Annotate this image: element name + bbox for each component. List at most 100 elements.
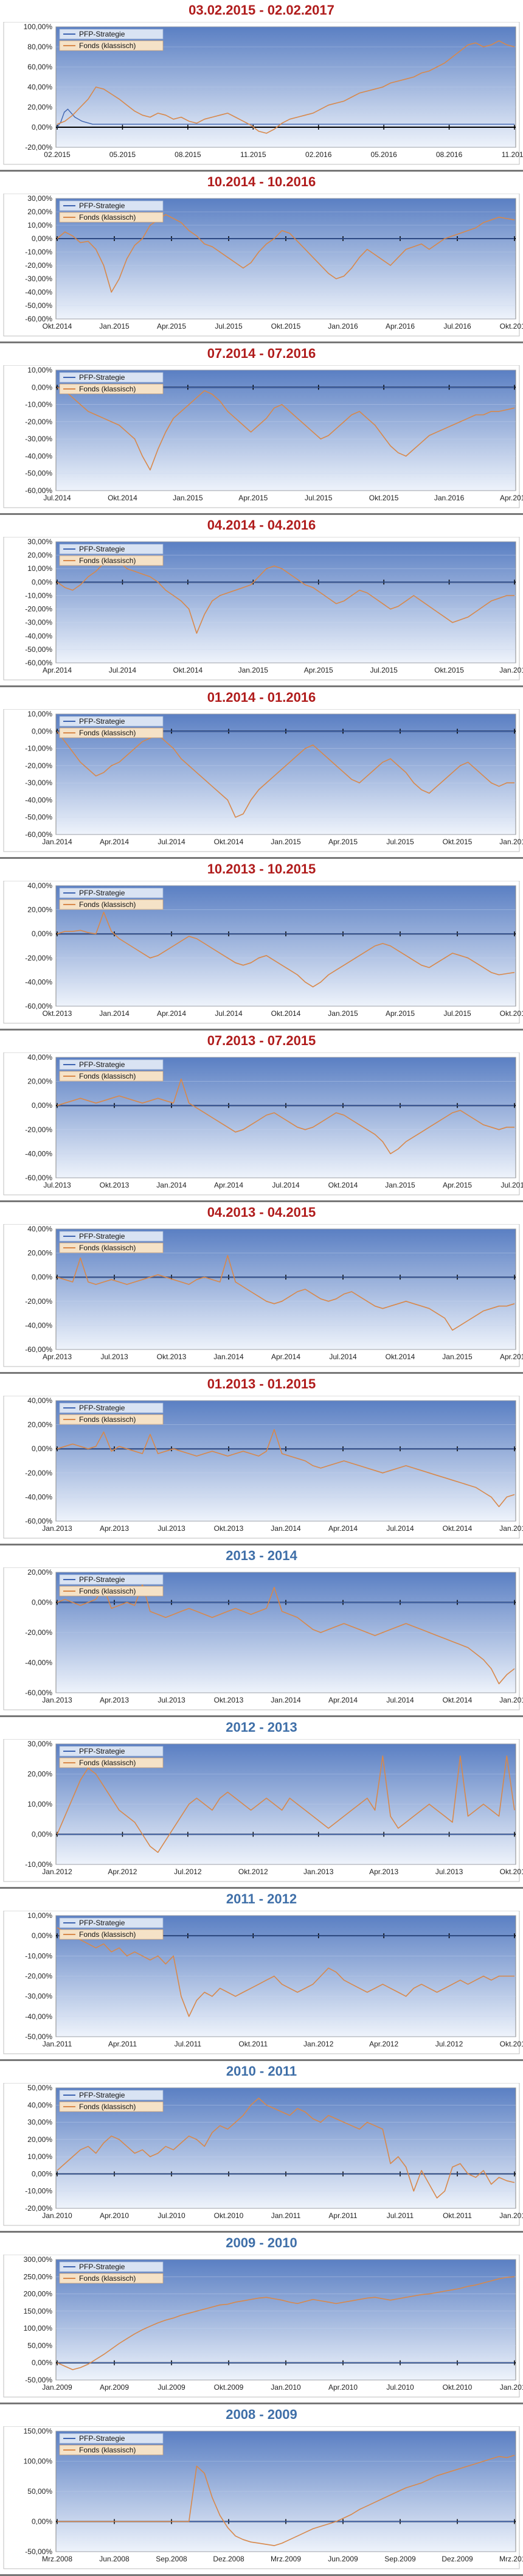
chart-title: 2010 - 2011 — [226, 2063, 297, 2079]
y-tick-label: -20,00% — [25, 2204, 52, 2213]
y-tick-label: -50,00% — [25, 2547, 52, 2556]
legend-box-strategy — [59, 1402, 164, 1413]
y-tick-label: -40,00% — [25, 1321, 52, 1329]
x-tick-label: Jul.2014 — [386, 1696, 414, 1704]
panel-divider — [0, 2059, 523, 2061]
x-tick-label: Jan.2014 — [156, 1181, 187, 1189]
x-tick-label: Apr.2012 — [369, 2040, 398, 2048]
x-tick-label: Jul.2011 — [387, 2211, 414, 2220]
x-tick-label: Jan.2016 — [434, 494, 465, 502]
x-tick-label: Apr.2015 — [304, 666, 333, 674]
x-tick-label: Apr.2012 — [108, 1867, 137, 1876]
x-tick-label: Okt.2011 — [238, 2040, 268, 2048]
x-tick-label: Apr.2014 — [214, 1181, 243, 1189]
chart-title: 01.2013 - 01.2015 — [207, 1376, 316, 1391]
x-tick-label: Okt.2014 — [328, 1181, 358, 1189]
x-tick-label: Jan.2015 — [499, 1696, 523, 1704]
chart-title: 2009 - 2010 — [226, 2235, 297, 2250]
y-tick-label: 10,00% — [27, 564, 52, 573]
x-tick-label: Jan.2016 — [499, 666, 523, 674]
legend: PFP-Strategie Fonds (klassisch) — [59, 1231, 164, 1253]
legend: PFP-Strategie Fonds (klassisch) — [59, 716, 164, 738]
chart-svg: -60,00% -50,00% -40,00% -30,00% -20,00% -10,0… — [3, 194, 523, 337]
x-tick-label: Okt.2016 — [500, 322, 523, 331]
fund-series-line — [57, 1927, 514, 2017]
y-tick-label: 30,00% — [27, 537, 52, 546]
x-tick-label: Okt.2014 — [43, 322, 72, 331]
chart-panel: 03.02.2015 - 02.02.2017 -20,00% 0,00% 20,00… — [0, 0, 523, 172]
legend-box-strategy — [59, 200, 164, 211]
x-tick-label: Okt.2015 — [434, 666, 464, 674]
y-tick-label: 50,00% — [27, 2084, 52, 2092]
x-tick-label: Okt.2014 — [173, 666, 203, 674]
fund-series-line — [57, 40, 515, 134]
y-tick-label: -20,00% — [25, 605, 52, 614]
chart-panel: 10.2014 - 10.2016 -60,00% -50,00% -40,00% -3… — [0, 172, 523, 343]
chart-title: 04.2014 - 04.2016 — [207, 517, 316, 533]
x-tick-label: Apr.2014 — [157, 1009, 186, 1018]
chart-panel: 01.2013 - 01.2015 -60,00% -40,00% -20,00% 0,… — [0, 1374, 523, 1545]
y-tick-label: -60,00% — [25, 1174, 52, 1182]
legend-label-strategy: PFP-Strategie — [79, 2263, 125, 2271]
legend-box-fund — [59, 2101, 164, 2112]
x-tick-label: Jan.2015 — [442, 1353, 473, 1361]
legend: PFP-Strategie Fonds (klassisch) — [59, 2433, 164, 2455]
x-tick-label: Jul.2015 — [443, 1009, 471, 1018]
chart-title: 2008 - 2009 — [226, 2407, 297, 2422]
y-tick-label: 40,00% — [27, 1396, 52, 1405]
x-tick-label: Okt.2013 — [500, 1867, 523, 1876]
x-tick-label: Jul.2015 — [386, 838, 414, 846]
legend-label-fund: Fonds (klassisch) — [79, 1072, 136, 1080]
y-tick-label: -10,00% — [25, 248, 52, 256]
x-tick-label: Mrz.2009 — [271, 2555, 301, 2563]
y-tick-label: -20,00% — [25, 1125, 52, 1134]
x-tick-label: 08.2016 — [436, 150, 463, 159]
x-tick-label: Jan.2011 — [500, 2383, 523, 2392]
y-tick-label: -10,00% — [25, 2187, 52, 2196]
x-tick-label: Jul.2009 — [158, 2383, 185, 2392]
y-tick-label: 10,00% — [27, 710, 52, 718]
panel-divider — [0, 341, 523, 343]
y-tick-label: 40,00% — [27, 1053, 52, 1062]
y-tick-label: 100,00% — [24, 23, 53, 31]
y-tick-label: 20,00% — [27, 1249, 52, 1258]
fund-series-line — [57, 1583, 515, 1684]
legend-box-fund — [59, 40, 164, 51]
legend-box-strategy — [59, 2261, 164, 2272]
y-tick-label: 100,00% — [24, 2324, 53, 2333]
legend: PFP-Strategie Fonds (klassisch) — [59, 1917, 164, 1940]
x-tick-label: Jan.2010 — [271, 2383, 301, 2392]
y-tick-label: 200,00% — [24, 2290, 53, 2298]
y-tick-label: 0,00% — [32, 1273, 52, 1281]
x-tick-label: Apr.2015 — [386, 1009, 415, 1018]
y-tick-label: -60,00% — [25, 1689, 52, 1697]
x-tick-label: Apr.2014 — [328, 1524, 358, 1533]
x-tick-label: Jul.2010 — [386, 2383, 414, 2392]
legend-label-strategy: PFP-Strategie — [79, 1919, 125, 1927]
x-tick-label: Apr.2011 — [108, 2040, 137, 2048]
x-tick-label: Jan.2016 — [499, 838, 523, 846]
legend: PFP-Strategie Fonds (klassisch) — [59, 2261, 164, 2284]
y-tick-label: -40,00% — [25, 452, 52, 460]
x-tick-label: Jul.2011 — [175, 2040, 202, 2048]
y-tick-label: 80,00% — [27, 43, 52, 51]
x-tick-label: 02.2015 — [44, 150, 71, 159]
x-tick-label: Jan.2013 — [42, 1696, 72, 1704]
chart-title: 2011 - 2012 — [226, 1891, 297, 1906]
x-tick-label: Jul.2013 — [43, 1181, 71, 1189]
x-tick-label: Jan.2012 — [42, 1867, 72, 1876]
x-tick-label: Jan.2015 — [271, 838, 301, 846]
x-tick-label: 08.2015 — [175, 150, 201, 159]
chart-panel: 07.2014 - 07.2016 -60,00% -50,00% -40,00% -3… — [0, 343, 523, 515]
legend-label-fund: Fonds (klassisch) — [79, 2446, 136, 2454]
x-tick-label: Okt.2010 — [443, 2383, 473, 2392]
panel-divider — [0, 1887, 523, 1889]
x-tick-label: Jul.2015 — [370, 666, 398, 674]
chart-panel: 2009 - 2010 -50,00% 0,00% 50,00% 100,00% 150,… — [0, 2233, 523, 2404]
chart-panel: 2008 - 2009 -50,00% 0,00% 50,00% 100,00% 150,… — [0, 2404, 523, 2576]
x-tick-label: Jul.2015 — [500, 1181, 523, 1189]
y-tick-label: 0,00% — [32, 2359, 52, 2367]
legend: PFP-Strategie Fonds (klassisch) — [59, 1574, 164, 1597]
chart-svg: -20,00% 0,00% 20,00% 40,00% 60,00% 80,00% 100,… — [3, 22, 523, 165]
